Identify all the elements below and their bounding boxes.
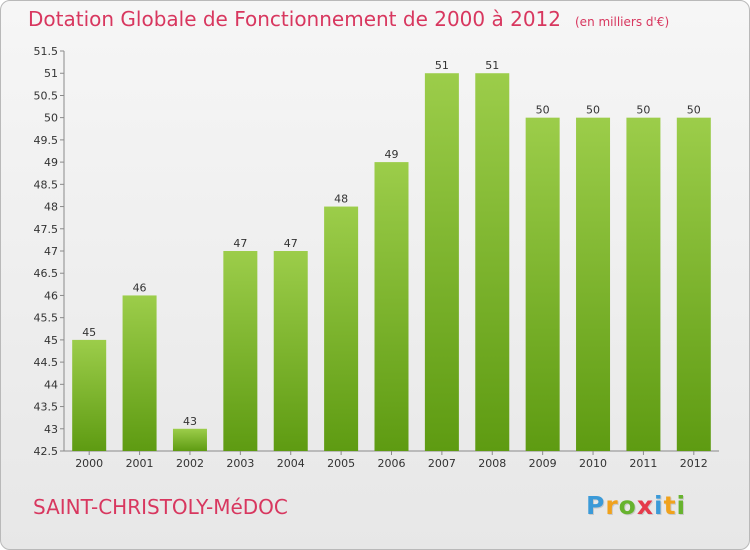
data-label-2009: 50 bbox=[536, 104, 550, 117]
x-tick-label-2005: 2005 bbox=[327, 457, 355, 470]
logo-letter: x bbox=[636, 491, 654, 520]
y-tick-label: 51 bbox=[44, 67, 58, 80]
y-tick-label: 49.5 bbox=[34, 134, 59, 147]
x-tick-label-2002: 2002 bbox=[176, 457, 204, 470]
chart-title: Dotation Globale de Fonctionnement de 20… bbox=[28, 7, 669, 31]
y-tick-label: 45.5 bbox=[34, 312, 59, 325]
unit-text: (en milliers d'€) bbox=[575, 15, 670, 29]
bar-2004 bbox=[273, 251, 308, 451]
x-tick-label-2003: 2003 bbox=[226, 457, 254, 470]
data-label-2006: 49 bbox=[385, 148, 399, 161]
x-tick-label-2006: 2006 bbox=[378, 457, 406, 470]
logo-letter: r bbox=[605, 491, 619, 520]
y-tick-label: 50.5 bbox=[34, 89, 59, 102]
y-tick-label: 48.5 bbox=[34, 178, 59, 191]
proxiti-logo: Proxiti bbox=[586, 491, 686, 520]
y-tick-label: 46.5 bbox=[34, 267, 59, 280]
x-tick-label-2011: 2011 bbox=[629, 457, 657, 470]
data-label-2011: 50 bbox=[636, 104, 650, 117]
data-label-2003: 47 bbox=[233, 237, 247, 250]
logo-letter: o bbox=[618, 491, 637, 520]
x-tick-label-2008: 2008 bbox=[478, 457, 506, 470]
y-tick-label: 42.5 bbox=[34, 445, 59, 458]
bar-2003 bbox=[223, 251, 258, 451]
y-tick-label: 50 bbox=[44, 112, 58, 125]
data-label-2007: 51 bbox=[435, 59, 449, 72]
bar-2012 bbox=[676, 117, 711, 452]
y-tick-label: 47 bbox=[44, 245, 58, 258]
bar-layer bbox=[72, 73, 711, 452]
bar-2007 bbox=[424, 73, 459, 451]
y-tick-label: 46 bbox=[44, 289, 58, 302]
y-tick-label: 44 bbox=[44, 378, 58, 391]
logo-letter: i bbox=[676, 491, 687, 520]
commune-name: SAINT-CHRISTOLY-MéDOC bbox=[33, 495, 288, 519]
bar-2005 bbox=[324, 206, 359, 451]
bar-2008 bbox=[475, 73, 510, 451]
bar-2000 bbox=[72, 339, 107, 451]
data-label-2010: 50 bbox=[586, 104, 600, 117]
data-label-2008: 51 bbox=[485, 59, 499, 72]
y-tick-label: 44.5 bbox=[34, 356, 59, 369]
x-tick-label-2001: 2001 bbox=[126, 457, 154, 470]
y-tick-label: 43.5 bbox=[34, 401, 59, 414]
x-tick-label-2004: 2004 bbox=[277, 457, 305, 470]
x-tick-label-2000: 2000 bbox=[75, 457, 103, 470]
axis-layer: 42.5 43 43.5 44 44.5 45 45.5 46 46.5 47 47.5 48 48.5… bbox=[34, 45, 719, 470]
data-label-2005: 48 bbox=[334, 193, 348, 206]
x-tick-label-2010: 2010 bbox=[579, 457, 607, 470]
y-tick-label: 49 bbox=[44, 156, 58, 169]
y-tick-label: 43 bbox=[44, 423, 58, 436]
x-tick-label-2007: 2007 bbox=[428, 457, 456, 470]
y-tick-label: 51.5 bbox=[34, 45, 59, 58]
data-label-2002: 43 bbox=[183, 415, 197, 428]
data-label-2001: 46 bbox=[133, 281, 147, 294]
bar-2006 bbox=[374, 162, 409, 451]
x-tick-label-2012: 2012 bbox=[680, 457, 708, 470]
bar-2010 bbox=[576, 117, 611, 452]
bar-2002 bbox=[172, 428, 207, 451]
title-text: Dotation Globale de Fonctionnement de 20… bbox=[28, 7, 561, 31]
y-tick-label: 48 bbox=[44, 201, 58, 214]
data-label-2000: 45 bbox=[82, 326, 96, 339]
bar-2001 bbox=[122, 295, 157, 451]
x-tick-label-2009: 2009 bbox=[529, 457, 557, 470]
label-layer: 45 46 43 47 47 48 49 51 51 50 50 50 50 bbox=[82, 59, 701, 428]
logo-letter: i bbox=[654, 491, 664, 520]
bar-2011 bbox=[626, 117, 661, 452]
y-tick-label: 47.5 bbox=[34, 223, 59, 236]
logo-letter: t bbox=[663, 491, 677, 520]
data-label-2012: 50 bbox=[687, 104, 701, 117]
y-tick-label: 45 bbox=[44, 334, 58, 347]
logo-letter: P bbox=[586, 491, 606, 520]
data-label-2004: 47 bbox=[284, 237, 298, 250]
bar-2009 bbox=[525, 117, 560, 452]
